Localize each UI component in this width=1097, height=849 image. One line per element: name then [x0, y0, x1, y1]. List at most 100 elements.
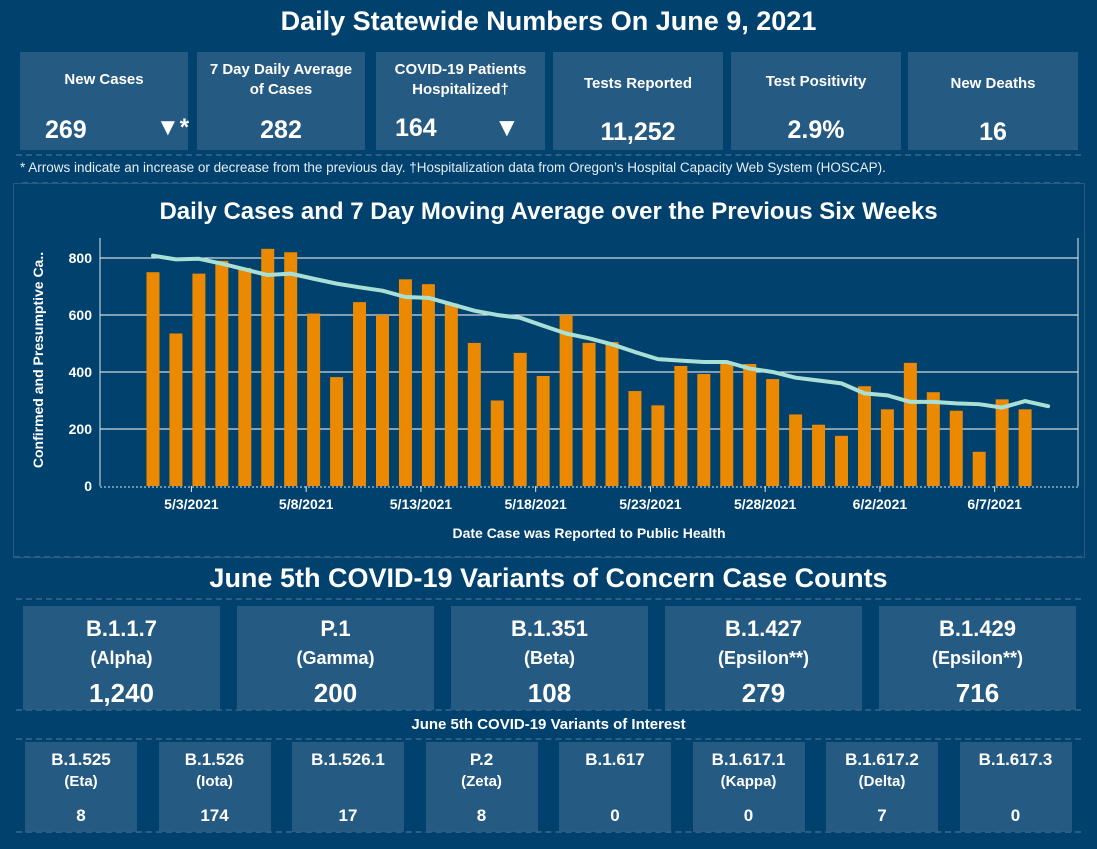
- kpi-label: COVID-19 Patients Hospitalized†: [394, 61, 527, 98]
- voc-card[interactable]: B.1.351 (Beta) 108: [451, 606, 648, 710]
- y-tick-label: 600: [69, 307, 93, 323]
- variant-count: 0: [743, 806, 754, 825]
- variant-name: B.1.427: [724, 616, 803, 641]
- cases-chart: 0 200 400 600 800 5/3/2021 5/8/2021 5/13/2021 5…: [30, 238, 1079, 541]
- bar-daily-cases: [467, 342, 481, 486]
- voi-card[interactable]: B.1.617.2 (Delta) 7: [826, 742, 938, 832]
- variant-greek-name: (Epsilon**): [717, 648, 809, 668]
- bar-daily-cases: [835, 435, 848, 486]
- bar-daily-cases: [880, 409, 894, 486]
- kpi-value: 16: [979, 118, 1007, 146]
- bar-daily-cases: [490, 400, 504, 486]
- voi-card[interactable]: B.1.526.1 17: [292, 742, 404, 832]
- variant-count: 8: [476, 806, 487, 825]
- divider: [16, 598, 1081, 600]
- bar-daily-cases: [421, 284, 435, 486]
- kpi-label: 7 Day Daily Average of Cases: [209, 61, 353, 98]
- variant-count: 17: [338, 806, 358, 825]
- voc-card[interactable]: B.1.429 (Epsilon**) 716: [879, 606, 1076, 710]
- divider: [16, 738, 1081, 740]
- kpi-test-positivity[interactable]: Test Positivity 2.9%: [731, 52, 901, 150]
- x-tick-label: 5/18/2021: [505, 496, 567, 512]
- variant-count: 200: [313, 678, 358, 708]
- variant-greek-name: (Gamma): [296, 648, 375, 668]
- voc-card[interactable]: B.1.427 (Epsilon**) 279: [665, 606, 862, 710]
- voi-card[interactable]: B.1.617.3 0: [959, 742, 1072, 832]
- variant-greek-name: (Beta): [523, 648, 575, 668]
- bar-daily-cases: [215, 260, 229, 486]
- x-tick-label: 5/23/2021: [619, 496, 681, 512]
- voi-card[interactable]: B.1.525 (Eta) 8: [25, 742, 137, 832]
- bar-daily-cases: [972, 451, 986, 486]
- voi-card[interactable]: B.1.617.1 (Kappa) 0: [692, 742, 805, 832]
- kpi-value: 11,252: [600, 118, 676, 146]
- bar-daily-cases: [536, 375, 550, 486]
- variant-name: B.1.351: [510, 616, 589, 641]
- bar-daily-cases: [743, 363, 757, 486]
- x-tick-label: 6/2/2021: [853, 496, 908, 512]
- kpi-value: 164: [395, 114, 437, 142]
- kpi-label: Tests Reported: [583, 75, 693, 92]
- chart-title: Daily Cases and 7 Day Moving Average ove…: [159, 198, 938, 225]
- bar-daily-cases: [330, 377, 344, 486]
- variant-count: 0: [610, 806, 620, 825]
- variant-greek-name: (Delta): [858, 773, 906, 790]
- bar-daily-cases: [146, 272, 160, 486]
- bar-daily-cases: [720, 363, 734, 486]
- variant-name: B.1.617.2: [845, 750, 919, 769]
- variant-greek-name: (Kappa): [720, 773, 777, 790]
- variant-greek-name: (Zeta): [461, 773, 502, 790]
- bar-daily-cases: [812, 424, 826, 486]
- variant-name: P.2: [469, 750, 494, 769]
- kpi-new-cases[interactable]: New Cases 269 ▼*: [20, 52, 189, 150]
- divider: [16, 154, 1081, 156]
- bar-daily-cases: [169, 333, 183, 486]
- bar-daily-cases: [559, 314, 573, 486]
- variant-greek-name: (Alpha): [90, 648, 153, 668]
- bar-daily-cases: [697, 373, 711, 486]
- bar-daily-cases: [1018, 409, 1032, 486]
- divider: [16, 709, 1081, 711]
- bar-daily-cases: [628, 391, 642, 486]
- bar-daily-cases: [857, 386, 871, 486]
- x-tick-label: 5/8/2021: [279, 496, 334, 512]
- variant-greek-name: (Epsilon**): [931, 648, 1023, 668]
- variant-name: B.1.525: [51, 750, 111, 769]
- bar-daily-cases: [582, 342, 596, 486]
- x-tick-label: 6/7/2021: [967, 496, 1022, 512]
- x-tick-label: 5/13/2021: [390, 496, 452, 512]
- bar-daily-cases: [995, 399, 1009, 486]
- variant-count: 716: [955, 678, 1000, 708]
- bar-daily-cases: [376, 314, 389, 486]
- variant-count: 7: [877, 806, 887, 825]
- voi-title: June 5th COVID-19 Variants of Interest: [411, 716, 686, 733]
- y-tick-label: 0: [84, 478, 92, 494]
- voi-card[interactable]: B.1.617 0: [559, 742, 671, 832]
- kpi-hospitalized[interactable]: COVID-19 Patients Hospitalized† 164 ▼: [376, 52, 545, 150]
- bar-daily-cases: [674, 365, 688, 486]
- bar-daily-cases: [926, 392, 940, 486]
- variant-name: B.1.526.1: [311, 750, 385, 769]
- variant-name: B.1.617: [585, 750, 645, 769]
- variant-name: B.1.1.7: [86, 616, 157, 641]
- voi-card[interactable]: P.2 (Zeta) 8: [425, 742, 538, 832]
- variant-name: B.1.429: [938, 616, 1017, 641]
- bar-daily-cases: [949, 410, 963, 486]
- voc-card[interactable]: P.1 (Gamma) 200: [237, 606, 434, 710]
- bar-daily-cases: [513, 352, 527, 486]
- kpi-label: New Deaths: [950, 75, 1036, 92]
- voi-card[interactable]: B.1.526 (Iota) 174: [158, 742, 271, 832]
- kpi-7day-average[interactable]: 7 Day Daily Average of Cases 282: [197, 52, 365, 150]
- decrease-arrow-icon: ▼: [494, 112, 520, 142]
- kpi-label: Test Positivity: [765, 73, 867, 90]
- bar-daily-cases: [398, 279, 412, 486]
- x-tick-label: 5/28/2021: [734, 496, 796, 512]
- bar-daily-cases: [903, 362, 917, 486]
- bar-daily-cases: [284, 252, 298, 486]
- kpi-new-deaths[interactable]: New Deaths 16: [908, 52, 1078, 150]
- voc-card[interactable]: B.1.1.7 (Alpha) 1,240: [23, 606, 220, 710]
- y-axis-label: Confirmed and Presumptive Ca..: [30, 252, 46, 468]
- variant-greek-name: (Iota): [196, 773, 233, 790]
- kpi-tests-reported[interactable]: Tests Reported 11,252: [553, 52, 723, 150]
- variant-name: B.1.617.1: [711, 750, 786, 769]
